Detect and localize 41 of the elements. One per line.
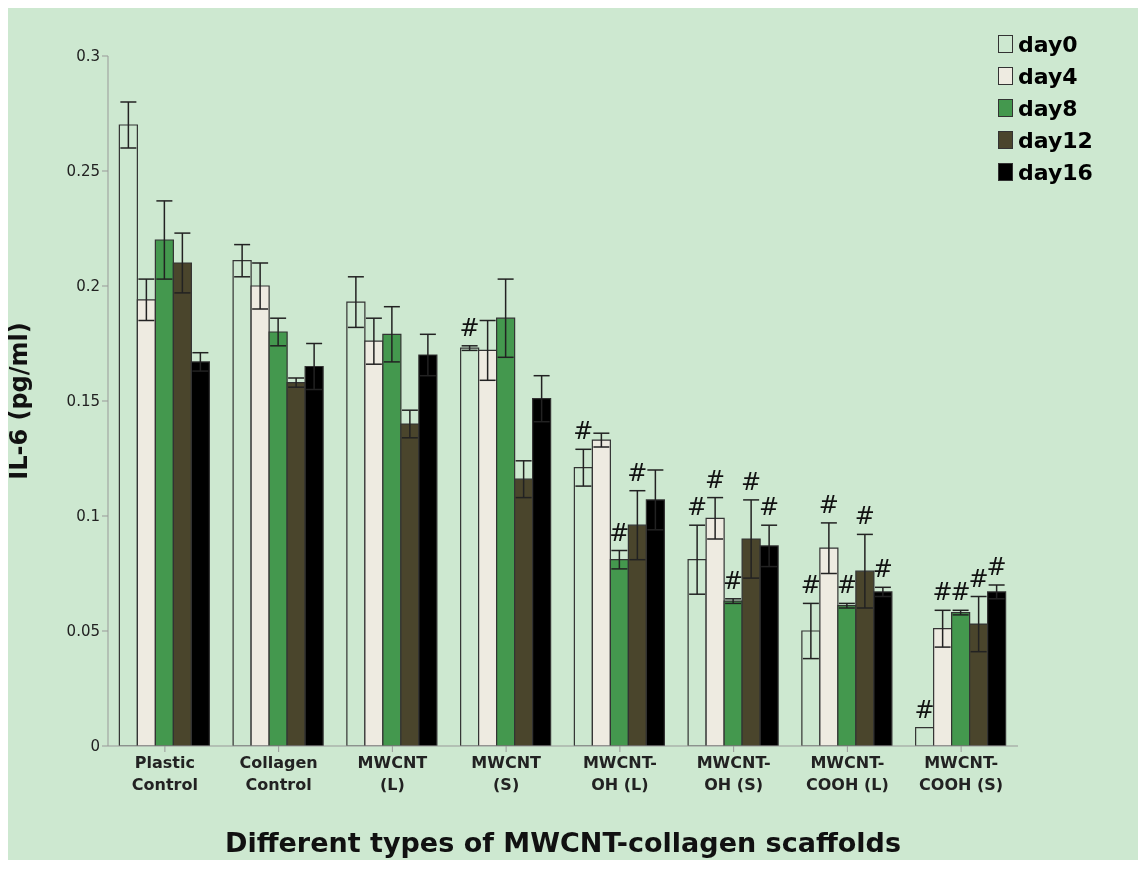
data-label: #	[932, 578, 953, 607]
y-tick-label: 0.25	[66, 162, 100, 181]
legend-label: day0	[1018, 31, 1078, 57]
data-label: #	[914, 695, 935, 724]
data-label: #	[759, 493, 780, 522]
data-label: #	[800, 571, 821, 600]
y-tick-label: 0.15	[66, 392, 100, 411]
data-label: #	[986, 553, 1007, 581]
y-tick-label: 0	[90, 737, 100, 756]
x-tick-label: MWCNT (S)	[471, 753, 542, 794]
y-tick-label: 0.2	[76, 277, 100, 296]
data-label: #	[836, 571, 857, 600]
x-tick-label: MWCNT-OH (S)	[696, 753, 771, 794]
x-tick-label: MWCNT (L)	[357, 753, 428, 794]
legend-label: day4	[1018, 63, 1078, 89]
x-tick-label: Collagen Control	[239, 753, 318, 794]
legend-label: day16	[1018, 159, 1093, 185]
x-tick-label: Plastic Control	[131, 753, 198, 794]
data-label: #	[950, 578, 971, 607]
data-label: #	[459, 313, 480, 342]
legend-label: day8	[1018, 95, 1078, 121]
data-label: #	[872, 555, 893, 584]
data-label: #	[723, 566, 744, 595]
data-label: #	[627, 458, 648, 487]
data-label: #	[573, 417, 594, 446]
data-label: #	[818, 490, 839, 519]
data-label: #	[705, 465, 726, 494]
legend-label: day12	[1018, 127, 1093, 153]
y-tick-label: 0.05	[66, 622, 100, 641]
y-axis-title: IL-6 (pg/ml)	[4, 322, 33, 480]
data-label: #	[687, 493, 708, 522]
y-tick-label: 0.3	[76, 47, 100, 66]
x-tick-label: MWCNT-COOH (S)	[919, 753, 1004, 794]
data-label: #	[854, 502, 875, 531]
data-label: #	[741, 467, 762, 496]
data-label: #	[609, 518, 630, 547]
x-tick-label: MWCNT-COOH (L)	[806, 753, 889, 794]
data-label: #	[968, 564, 989, 593]
x-axis-title: Different types of MWCNT-collagen scaffolds	[225, 827, 901, 858]
y-tick-label: 0.1	[76, 507, 100, 526]
x-tick-label: MWCNT-OH (L)	[582, 753, 657, 794]
